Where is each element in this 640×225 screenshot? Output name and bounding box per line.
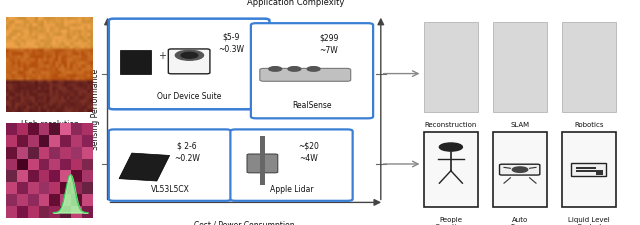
- Circle shape: [288, 67, 301, 72]
- Circle shape: [181, 53, 198, 59]
- FancyBboxPatch shape: [230, 130, 353, 201]
- Text: Reconstruction: Reconstruction: [425, 122, 477, 128]
- Bar: [120, 50, 151, 75]
- Bar: [576, 167, 595, 169]
- Bar: [260, 136, 265, 186]
- Text: +: +: [158, 51, 166, 61]
- FancyBboxPatch shape: [247, 154, 278, 173]
- Text: Sensing Performance: Sensing Performance: [91, 69, 100, 149]
- FancyBboxPatch shape: [109, 130, 231, 201]
- FancyBboxPatch shape: [260, 69, 351, 82]
- Text: People
Counting: People Counting: [435, 216, 467, 225]
- Text: High-resolution
Depth Map: High-resolution Depth Map: [20, 119, 79, 140]
- Text: $ 2-6
~0.2W: $ 2-6 ~0.2W: [174, 141, 200, 163]
- Bar: [562, 133, 616, 207]
- Bar: [493, 22, 547, 112]
- Circle shape: [307, 67, 320, 72]
- Bar: [595, 170, 604, 176]
- Bar: [576, 170, 595, 172]
- FancyBboxPatch shape: [251, 24, 373, 119]
- Text: Apple Lidar: Apple Lidar: [269, 184, 314, 194]
- Text: SLAM: SLAM: [511, 122, 529, 128]
- Circle shape: [440, 143, 462, 151]
- Text: Application Complexity: Application Complexity: [246, 0, 344, 7]
- Bar: [493, 133, 547, 207]
- Bar: [119, 153, 170, 181]
- Bar: [424, 133, 478, 207]
- Bar: [571, 163, 607, 177]
- Text: RealSense: RealSense: [292, 101, 332, 110]
- Circle shape: [175, 51, 204, 61]
- Circle shape: [269, 67, 282, 72]
- Text: Cost / Power Consumption: Cost / Power Consumption: [194, 220, 294, 225]
- Text: Robotics: Robotics: [574, 122, 604, 128]
- Bar: [424, 22, 478, 112]
- Bar: [562, 22, 616, 112]
- Text: Our Device Suite: Our Device Suite: [157, 91, 221, 100]
- Text: VL53L5CX: VL53L5CX: [150, 184, 189, 194]
- FancyBboxPatch shape: [168, 50, 210, 74]
- Text: Liquid Level
Control: Liquid Level Control: [568, 216, 610, 225]
- Text: $299
~7W: $299 ~7W: [319, 33, 339, 55]
- FancyBboxPatch shape: [499, 164, 540, 175]
- Text: ~$20
~4W: ~$20 ~4W: [298, 141, 319, 163]
- Text: Auto
Focus: Auto Focus: [510, 216, 530, 225]
- Text: $5-9
~0.3W: $5-9 ~0.3W: [218, 32, 244, 54]
- FancyBboxPatch shape: [109, 20, 269, 110]
- Circle shape: [513, 167, 527, 173]
